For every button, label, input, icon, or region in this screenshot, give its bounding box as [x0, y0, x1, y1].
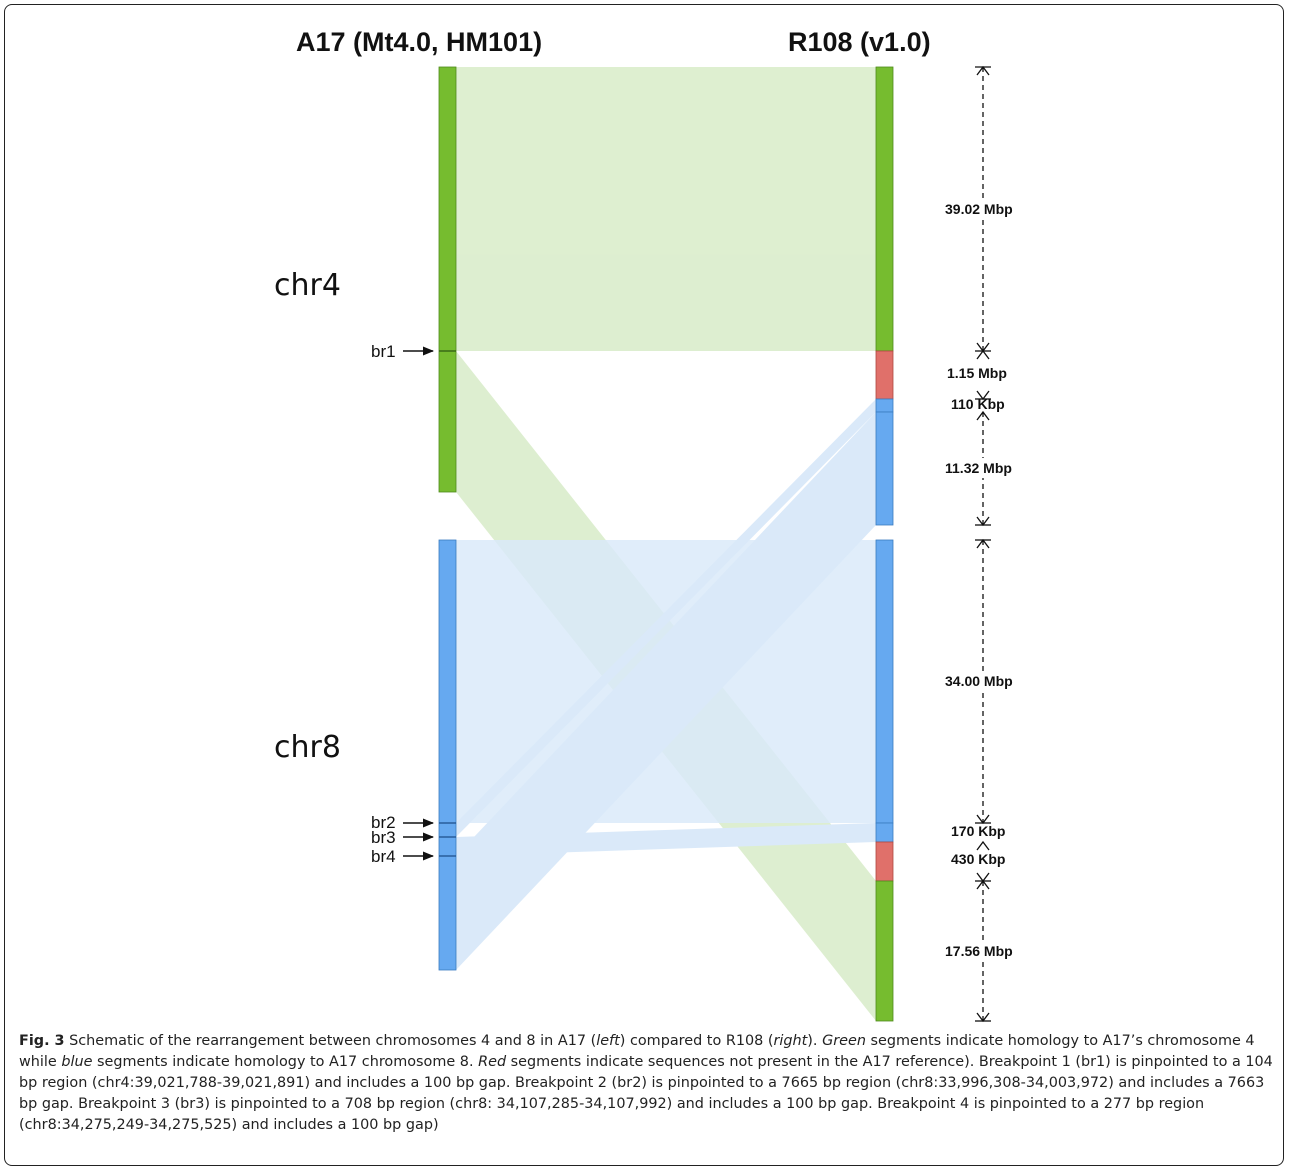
- ribbon-chr8-br3-br4: [456, 823, 876, 856]
- r108-lower-green: [875, 880, 894, 1022]
- chr8-label: chr8: [274, 730, 341, 765]
- r108-lower-red: [875, 841, 894, 882]
- ribbon-chr4-to-upper: [456, 67, 876, 351]
- caption-italic: right: [773, 1033, 808, 1049]
- right-genome-title: R108 (v1.0): [788, 27, 931, 57]
- r108-lower-blue: [875, 539, 894, 824]
- chr8-bar: [438, 539, 457, 971]
- caption-text: Schematic of the rearrangement between c…: [64, 1033, 597, 1049]
- caption-text: ).: [807, 1033, 823, 1049]
- r108-upper-blue: [875, 411, 894, 526]
- caption-text: segments indicate sequences not present …: [19, 1054, 1273, 1133]
- size-label-2: 1.15 Mbp: [947, 365, 1007, 381]
- figure-caption-label: Fig. 3: [19, 1033, 65, 1049]
- caption-text: ) compared to R108 (: [619, 1033, 774, 1049]
- br4-label: br4: [371, 847, 396, 866]
- synteny-ribbons: [456, 67, 876, 1021]
- dimension-labels: 39.02 Mbp 1.15 Mbp 110 Kbp 11.32 Mbp 34.…: [941, 199, 1027, 961]
- size-label-3: 110 Kbp: [951, 396, 1005, 412]
- br3-label: br3: [371, 828, 396, 847]
- r108-upper-blue-small: [875, 398, 894, 413]
- figure-frame: A17 (Mt4.0, HM101) R108 (v1.0) chr4 chr8: [4, 4, 1284, 1166]
- chr4-label: chr4: [274, 268, 341, 303]
- size-label-4: 11.32 Mbp: [945, 460, 1012, 476]
- caption-italic: Green: [822, 1033, 866, 1049]
- rearrangement-figure: A17 (Mt4.0, HM101) R108 (v1.0) chr4 chr8: [274, 27, 1027, 1023]
- caption-text: segments indicate homology to A17 chromo…: [92, 1054, 479, 1070]
- r108-lower-blue-small: [875, 822, 894, 843]
- size-label-6: 170 Kbp: [951, 823, 1005, 839]
- br2-label: br2: [371, 813, 396, 832]
- r108-upper-red: [875, 350, 894, 400]
- size-label-7: 430 Kbp: [951, 851, 1005, 867]
- r108-upper-green: [875, 66, 894, 352]
- size-label-5: 34.00 Mbp: [945, 673, 1013, 689]
- ribbon-chr8-br4-end: [456, 412, 876, 970]
- caption-italic: left: [596, 1033, 620, 1049]
- ribbon-chr8-br2-br3: [456, 399, 876, 837]
- br1-label: br1: [371, 342, 396, 361]
- caption-italic: Red: [478, 1054, 507, 1070]
- chr4-bar: [438, 66, 457, 493]
- caption-text: segments indicate homology to A17’s chro…: [19, 1033, 1255, 1070]
- size-label-8: 17.56 Mbp: [945, 943, 1013, 959]
- left-genome-title: A17 (Mt4.0, HM101): [296, 27, 542, 57]
- size-label-1: 39.02 Mbp: [945, 201, 1013, 217]
- caption-italic: blue: [61, 1054, 93, 1070]
- figure-caption: Fig. 3 Schematic of the rearrangement be…: [19, 1031, 1273, 1136]
